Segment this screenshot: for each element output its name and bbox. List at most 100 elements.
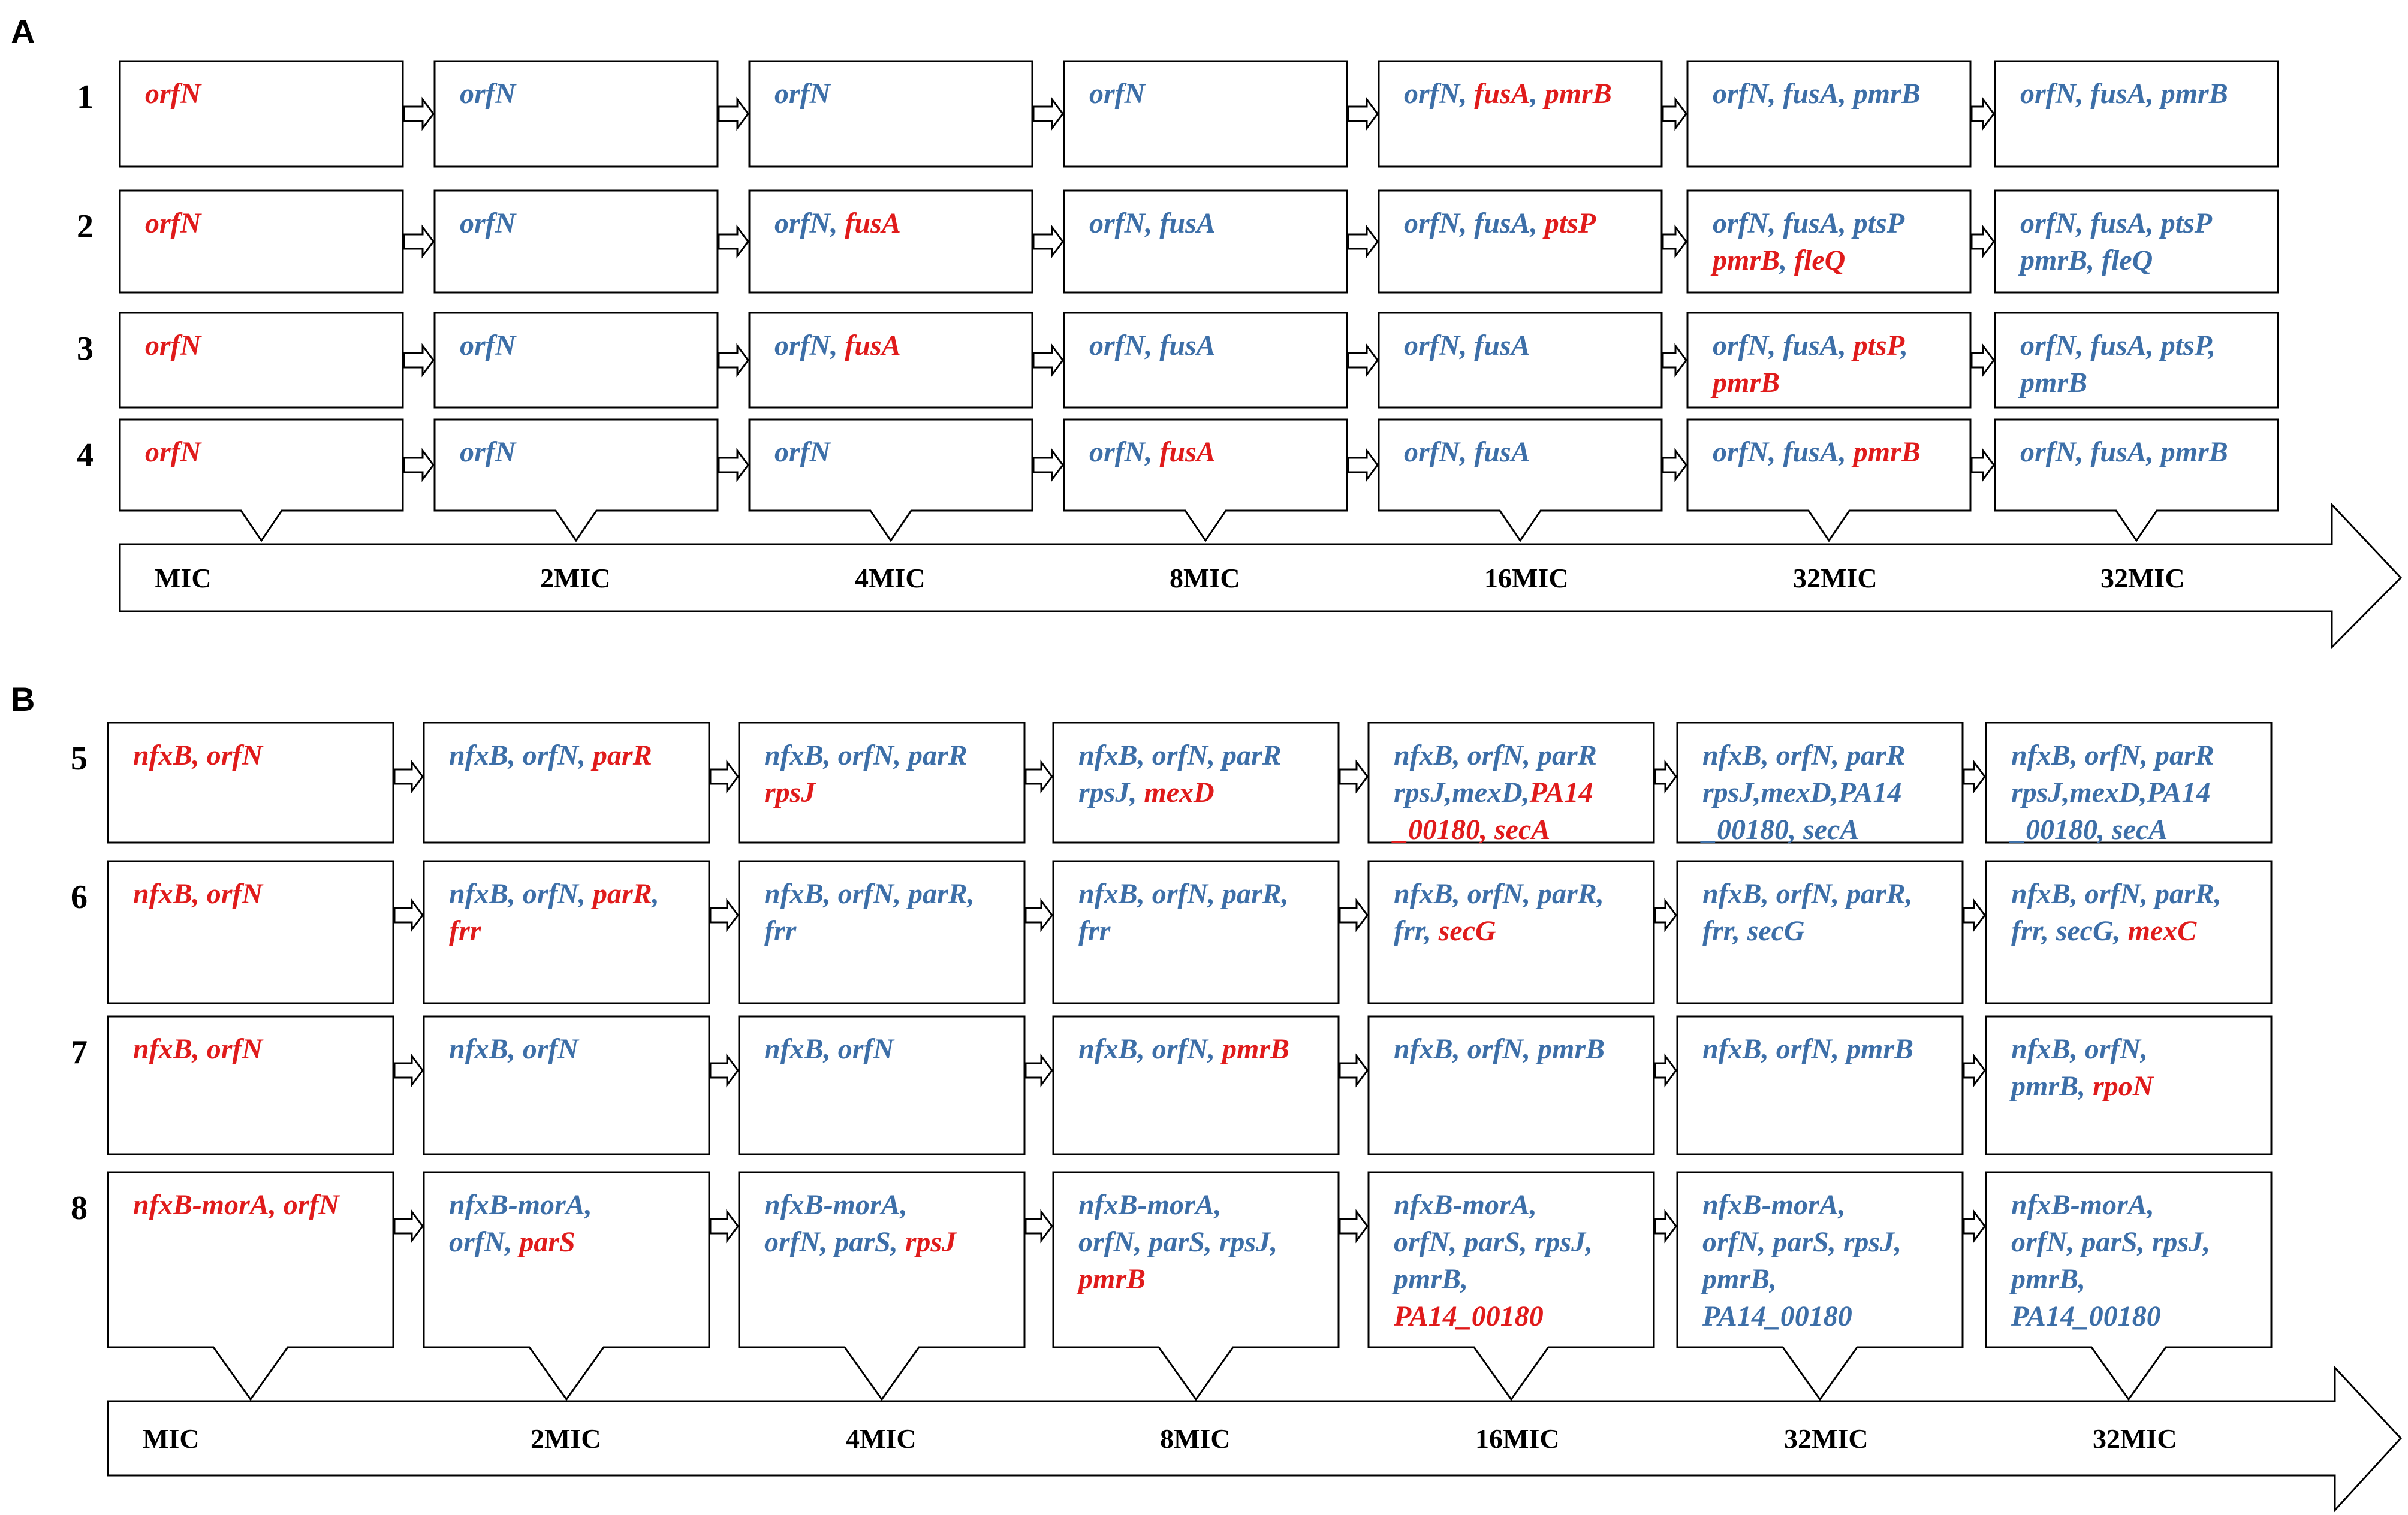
- time-axis-arrow: [119, 502, 2403, 650]
- panel-b: MIC 2MIC 4MIC 8MIC 16MIC 32MIC 32MIC 5 nfxB, orf…: [71, 722, 2403, 1513]
- gene-inherited: nfxB-morA,: [764, 1189, 908, 1221]
- gene-line: orfN, fusA: [774, 330, 901, 361]
- gene-new-mutation: nfxB, orfN: [133, 740, 264, 771]
- mutation-box-callout: [738, 1171, 1026, 1401]
- gene-line: orfN, parS, rpsJ,: [1394, 1226, 1593, 1258]
- gene-line: frr, secG: [1702, 915, 1805, 947]
- next-stage-arrow: [403, 224, 435, 259]
- gene-line: pmrB, fleQ: [1710, 245, 1845, 276]
- mutation-box-frame: [1367, 860, 1655, 1004]
- mutation-box-frame: [119, 60, 404, 168]
- gene-line: nfxB, orfN, pmrB: [1078, 1033, 1289, 1065]
- mutation-box: nfxB, orfN: [107, 722, 394, 844]
- mutation-box: orfN, fusA, pmrB: [1378, 60, 1663, 168]
- gene-new-mutation: rpsJ: [905, 1226, 957, 1258]
- next-stage-arrow: [1662, 96, 1687, 131]
- mutation-box-frame: [1686, 189, 1972, 294]
- next-stage-arrow: [1024, 759, 1053, 794]
- gene-inherited: orfN: [1404, 436, 1461, 468]
- next-stage-arrow: [403, 448, 435, 482]
- next-stage-arrow: [709, 759, 739, 794]
- gene-inherited: ,: [829, 207, 845, 239]
- gene-inherited: ,: [2075, 330, 2090, 361]
- gene-line: pmrB: [1710, 367, 1780, 399]
- mutation-box: nfxB-morA, orfN, parS, rpsJ: [738, 1171, 1026, 1401]
- mutation-box: nfxB, orfN: [738, 1015, 1026, 1155]
- panel-a-label: A: [11, 13, 35, 50]
- gene-line: orfN: [774, 436, 832, 468]
- gene-inherited: ,: [1767, 436, 1783, 468]
- next-stage-arrow: [393, 759, 424, 794]
- stage-label: 8MIC: [1160, 1423, 1231, 1454]
- mutation-box: nfxB, orfN, parR: [423, 722, 710, 844]
- mutation-box-frame: [1063, 189, 1348, 294]
- mutation-box: orfN, fusA: [1063, 418, 1348, 542]
- gene-inherited: ,: [651, 878, 659, 910]
- gene-line: nfxB, orfN: [133, 878, 264, 910]
- gene-line: orfN: [145, 436, 203, 468]
- gene-inherited: fusA: [1783, 207, 1839, 239]
- gene-inherited: ,: [1838, 436, 1854, 468]
- gene-new-mutation: pmrB: [1076, 1263, 1146, 1295]
- gene-inherited: ,: [1144, 207, 1159, 239]
- gene-line: nfxB, orfN, parR,: [764, 878, 975, 910]
- gene-inherited: nfxB, orfN, parR,: [1078, 878, 1289, 910]
- gene-new-mutation: nfxB, orfN: [133, 1033, 264, 1065]
- gene-new-mutation: fusA: [1474, 78, 1530, 110]
- gene-inherited: ,: [1529, 78, 1545, 110]
- gene-line: nfxB, orfN: [449, 1033, 580, 1065]
- gene-new-mutation: pmrB: [1851, 436, 1921, 468]
- gene-inherited: nfxB, orfN: [449, 1033, 580, 1065]
- gene-inherited: orfN, parS, rpsJ,: [2011, 1226, 2210, 1258]
- next-stage-arrow: [1970, 96, 1995, 131]
- gene-line: orfN: [460, 436, 517, 468]
- mutation-box-callout: [1052, 1171, 1340, 1401]
- gene-inherited: orfN: [774, 436, 832, 468]
- mutation-box: orfN: [119, 60, 404, 168]
- gene-inherited: nfxB, orfN,: [1078, 1033, 1222, 1065]
- gene-inherited: nfxB, orfN, parR,: [1394, 878, 1604, 910]
- mutation-box: nfxB, orfN, pmrB, rpoN: [1985, 1015, 2273, 1155]
- mutation-box-frame: [1676, 722, 1964, 844]
- gene-inherited: frr, secG,: [2011, 915, 2128, 947]
- mutation-box-frame: [1994, 189, 2279, 294]
- gene-line: orfN, fusA: [1089, 436, 1216, 468]
- gene-inherited: orfN: [774, 78, 832, 110]
- mutation-box-frame: [107, 860, 394, 1004]
- gene-inherited: nfxB, orfN, pmrB: [1702, 1033, 1913, 1065]
- stage-label: 32MIC: [1793, 563, 1877, 593]
- gene-inherited: nfxB-morA,: [1702, 1189, 1846, 1221]
- mutation-box: nfxB, orfN, parR, frr, secG: [1367, 860, 1655, 1004]
- next-stage-arrow: [403, 96, 435, 131]
- gene-inherited: orfN, parS, rpsJ,: [1078, 1226, 1277, 1258]
- panel-b-label: B: [11, 680, 35, 718]
- gene-inherited: ,: [1838, 207, 1854, 239]
- mutation-box-frame: [1994, 312, 2279, 409]
- gene-line: orfN, fusA: [774, 207, 901, 239]
- row-label: 4: [77, 437, 94, 474]
- gene-inherited: orfN: [1404, 207, 1461, 239]
- gene-line: pmrB,: [2009, 1263, 2085, 1295]
- gene-inherited: orfN: [2020, 436, 2078, 468]
- gene-inherited: orfN: [1089, 330, 1147, 361]
- mutation-box: nfxB-morA, orfN, parS, rpsJ, pmrB, PA14_001…: [1367, 1171, 1655, 1401]
- mutation-box: orfN, fusA: [1378, 418, 1663, 542]
- next-stage-arrow: [1347, 448, 1379, 482]
- gene-inherited: orfN: [774, 330, 832, 361]
- next-stage-arrow: [1970, 224, 1995, 259]
- gene-line: nfxB, orfN, pmrB: [1394, 1033, 1605, 1065]
- gene-line: nfxB, orfN, parR: [1078, 740, 1282, 771]
- gene-line: orfN: [460, 78, 517, 110]
- gene-inherited: ,: [2075, 207, 2090, 239]
- mutation-box-callout: [1994, 418, 2279, 542]
- gene-line: nfxB, orfN,: [2011, 1033, 2148, 1065]
- gene-line: orfN, fusA: [1089, 330, 1216, 361]
- next-stage-arrow: [718, 343, 749, 378]
- gene-inherited: frr,: [1394, 915, 1439, 947]
- gene-new-mutation: parR: [590, 878, 652, 910]
- mutation-box-frame: [1994, 60, 2279, 168]
- gene-new-mutation: fusA: [845, 330, 900, 361]
- mutation-box: orfN, fusA, pmrB: [1686, 60, 1972, 168]
- gene-line: frr: [764, 915, 797, 947]
- gene-line: rpsJ: [764, 777, 816, 808]
